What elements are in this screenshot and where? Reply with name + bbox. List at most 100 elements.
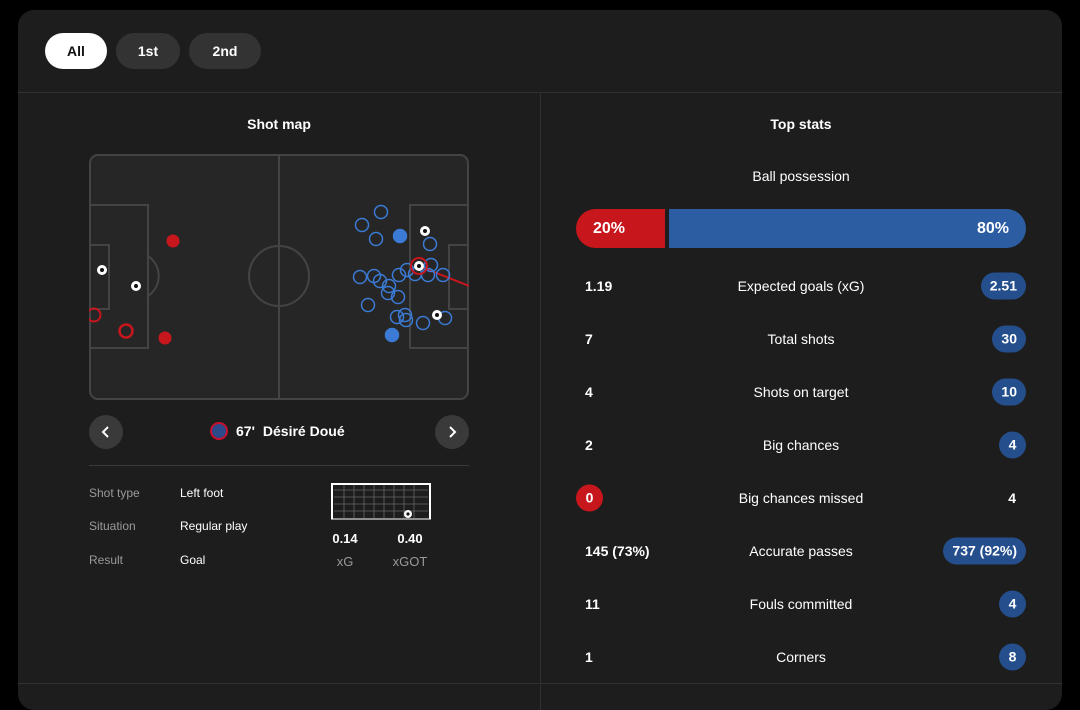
away-shot — [368, 231, 384, 247]
chevron-left-icon — [101, 426, 109, 438]
stat-home-value: 1 — [585, 649, 593, 665]
away-shot — [435, 267, 451, 283]
away-shot — [399, 262, 415, 278]
result-value: Goal — [180, 553, 206, 567]
possession-home-bar: 20% — [576, 209, 665, 248]
away-shots — [352, 204, 453, 343]
stat-away-value: 4 — [999, 590, 1026, 618]
away-shot — [392, 228, 408, 244]
centre-circle — [248, 245, 310, 307]
football-icon — [131, 281, 141, 291]
stat-home-value: 145 (73%) — [585, 543, 650, 559]
next-shot-button[interactable] — [435, 415, 469, 449]
stat-home-value: 0 — [576, 484, 603, 512]
stat-home-value: 2 — [585, 437, 593, 453]
left-six-yard-box — [89, 244, 110, 310]
away-shot — [381, 278, 397, 294]
stat-row: 145 (73%) Accurate passes 737 (92%) — [576, 536, 1026, 566]
tab-all[interactable]: All — [45, 33, 107, 69]
club-crest-icon — [210, 422, 228, 440]
shot-map-pitch[interactable] — [89, 154, 469, 400]
match-stats-card: All 1st 2nd Shot map — [18, 10, 1062, 710]
period-tabs: All 1st 2nd — [45, 33, 261, 69]
stat-label: Accurate passes — [749, 543, 853, 559]
football-icon — [414, 261, 424, 271]
result-label: Result — [89, 553, 124, 567]
stat-row: 11 Fouls committed 4 — [576, 589, 1026, 619]
situation-value: Regular play — [180, 519, 248, 533]
stat-away-value: 737 (92%) — [943, 537, 1026, 565]
stat-away-value: 30 — [992, 325, 1026, 353]
column-divider — [540, 93, 541, 710]
away-shot — [397, 307, 413, 323]
shot-type-value: Left foot — [180, 486, 224, 500]
stat-label: Expected goals (xG) — [737, 278, 865, 294]
away-shot — [360, 297, 376, 313]
stat-row: 0 Big chances missed 4 — [576, 483, 1026, 513]
tab-1st[interactable]: 1st — [116, 33, 180, 69]
away-shot — [420, 267, 436, 283]
football-icon — [97, 265, 107, 275]
selected-shot-player: 67' Désiré Doué — [210, 422, 345, 440]
footer-divider — [18, 683, 1062, 684]
away-shot — [352, 269, 368, 285]
xg-label: xG — [336, 554, 354, 569]
possession-home-value: 20% — [593, 219, 626, 237]
shot-minute: 67' — [236, 423, 255, 439]
player-name: Désiré Doué — [262, 423, 345, 439]
stat-home-value: 4 — [585, 384, 593, 400]
possession-away-value: 80% — [976, 219, 1009, 237]
stat-row: 1 Corners 8 — [576, 642, 1026, 672]
stat-row: 4 Shots on target 10 — [576, 377, 1026, 407]
header-divider — [18, 92, 1062, 93]
stat-label: Big chances missed — [738, 490, 864, 506]
selected-shot-ring — [410, 257, 428, 275]
home-shots — [89, 234, 180, 345]
stat-away-value: 10 — [992, 378, 1026, 406]
left-penalty-arc — [147, 255, 160, 297]
stat-label: Corners — [776, 649, 826, 665]
shot-type-label: Shot type — [89, 486, 140, 500]
stat-home-value: 11 — [585, 596, 600, 612]
away-shot — [422, 236, 438, 252]
goal-markers — [97, 226, 442, 320]
xgot-label: xGOT — [392, 554, 428, 569]
stat-label: Big chances — [762, 437, 840, 453]
away-shot — [390, 289, 406, 305]
shot-map-title: Shot map — [247, 116, 311, 132]
stat-label: Total shots — [767, 331, 835, 347]
shot-details-divider — [89, 465, 469, 466]
xg-value: 0.14 — [332, 531, 358, 546]
goal-frame-icon — [331, 483, 431, 520]
stat-row: 7 Total shots 30 — [576, 324, 1026, 354]
away-shot — [389, 309, 405, 325]
home-shot — [158, 331, 172, 345]
away-shot — [354, 217, 370, 233]
tab-2nd[interactable]: 2nd — [189, 33, 261, 69]
stat-row: 2 Big chances 4 — [576, 430, 1026, 460]
stat-away-value: 8 — [999, 643, 1026, 671]
situation-label: Situation — [89, 519, 136, 533]
stat-home-value: 1.19 — [585, 278, 613, 294]
stat-label: Fouls committed — [749, 596, 853, 612]
xgot-value: 0.40 — [397, 531, 423, 546]
football-icon — [432, 310, 442, 320]
away-shot — [372, 273, 388, 289]
away-shot — [391, 267, 407, 283]
chevron-right-icon — [449, 426, 457, 438]
possession-away-bar: 80% — [669, 209, 1026, 248]
away-shot — [380, 285, 396, 301]
stat-away-value: 2.51 — [980, 272, 1026, 300]
away-shot — [373, 204, 389, 220]
away-shot — [415, 315, 431, 331]
football-icon — [404, 510, 412, 518]
stat-away-value: 4 — [1008, 490, 1016, 506]
top-stats-title: Top stats — [770, 116, 832, 132]
stat-label: Shots on target — [753, 384, 849, 400]
prev-shot-button[interactable] — [89, 415, 123, 449]
away-shot — [384, 327, 400, 343]
football-icon — [420, 226, 430, 236]
stat-home-value: 7 — [585, 331, 593, 347]
away-shot — [423, 257, 439, 273]
possession-label: Ball possession — [752, 168, 850, 184]
